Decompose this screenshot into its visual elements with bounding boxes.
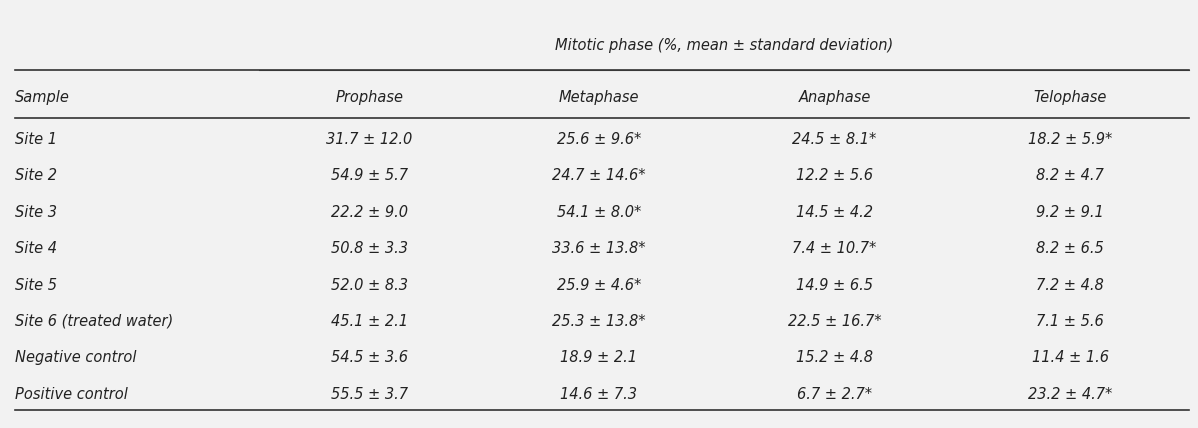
Text: 54.9 ± 5.7: 54.9 ± 5.7 <box>331 168 409 183</box>
Text: 24.5 ± 8.1*: 24.5 ± 8.1* <box>792 132 877 147</box>
Text: 7.1 ± 5.6: 7.1 ± 5.6 <box>1036 314 1103 329</box>
Text: 52.0 ± 8.3: 52.0 ± 8.3 <box>331 277 409 292</box>
Text: Sample: Sample <box>14 90 69 105</box>
Text: 55.5 ± 3.7: 55.5 ± 3.7 <box>331 387 409 402</box>
Text: Site 3: Site 3 <box>14 205 56 220</box>
Text: 50.8 ± 3.3: 50.8 ± 3.3 <box>331 241 409 256</box>
Text: 14.6 ± 7.3: 14.6 ± 7.3 <box>561 387 637 402</box>
Text: 25.6 ± 9.6*: 25.6 ± 9.6* <box>557 132 641 147</box>
Text: Telophase: Telophase <box>1034 90 1107 105</box>
Text: 45.1 ± 2.1: 45.1 ± 2.1 <box>331 314 409 329</box>
Text: Positive control: Positive control <box>14 387 127 402</box>
Text: 54.1 ± 8.0*: 54.1 ± 8.0* <box>557 205 641 220</box>
Text: 25.9 ± 4.6*: 25.9 ± 4.6* <box>557 277 641 292</box>
Text: 54.5 ± 3.6: 54.5 ± 3.6 <box>331 351 409 366</box>
Text: Prophase: Prophase <box>335 90 404 105</box>
Text: Site 4: Site 4 <box>14 241 56 256</box>
Text: 22.5 ± 16.7*: 22.5 ± 16.7* <box>788 314 882 329</box>
Text: Mitotic phase (%, mean ± standard deviation): Mitotic phase (%, mean ± standard deviat… <box>555 38 894 53</box>
Text: 22.2 ± 9.0: 22.2 ± 9.0 <box>331 205 409 220</box>
Text: 25.3 ± 13.8*: 25.3 ± 13.8* <box>552 314 646 329</box>
Text: Anaphase: Anaphase <box>798 90 871 105</box>
Text: 8.2 ± 6.5: 8.2 ± 6.5 <box>1036 241 1103 256</box>
Text: 14.5 ± 4.2: 14.5 ± 4.2 <box>795 205 873 220</box>
Text: 31.7 ± 12.0: 31.7 ± 12.0 <box>326 132 412 147</box>
Text: 7.2 ± 4.8: 7.2 ± 4.8 <box>1036 277 1103 292</box>
Text: 23.2 ± 4.7*: 23.2 ± 4.7* <box>1028 387 1112 402</box>
Text: Negative control: Negative control <box>14 351 137 366</box>
Text: 11.4 ± 1.6: 11.4 ± 1.6 <box>1031 351 1108 366</box>
Text: Metaphase: Metaphase <box>558 90 640 105</box>
Text: 6.7 ± 2.7*: 6.7 ± 2.7* <box>797 387 872 402</box>
Text: 9.2 ± 9.1: 9.2 ± 9.1 <box>1036 205 1103 220</box>
Text: Site 6 (treated water): Site 6 (treated water) <box>14 314 173 329</box>
Text: Site 2: Site 2 <box>14 168 56 183</box>
Text: 18.9 ± 2.1: 18.9 ± 2.1 <box>561 351 637 366</box>
Text: 14.9 ± 6.5: 14.9 ± 6.5 <box>795 277 873 292</box>
Text: 7.4 ± 10.7*: 7.4 ± 10.7* <box>792 241 877 256</box>
Text: Site 5: Site 5 <box>14 277 56 292</box>
Text: 15.2 ± 4.8: 15.2 ± 4.8 <box>795 351 873 366</box>
Text: 33.6 ± 13.8*: 33.6 ± 13.8* <box>552 241 646 256</box>
Text: 12.2 ± 5.6: 12.2 ± 5.6 <box>795 168 873 183</box>
Text: 24.7 ± 14.6*: 24.7 ± 14.6* <box>552 168 646 183</box>
Text: Site 1: Site 1 <box>14 132 56 147</box>
Text: 18.2 ± 5.9*: 18.2 ± 5.9* <box>1028 132 1112 147</box>
Text: 8.2 ± 4.7: 8.2 ± 4.7 <box>1036 168 1103 183</box>
